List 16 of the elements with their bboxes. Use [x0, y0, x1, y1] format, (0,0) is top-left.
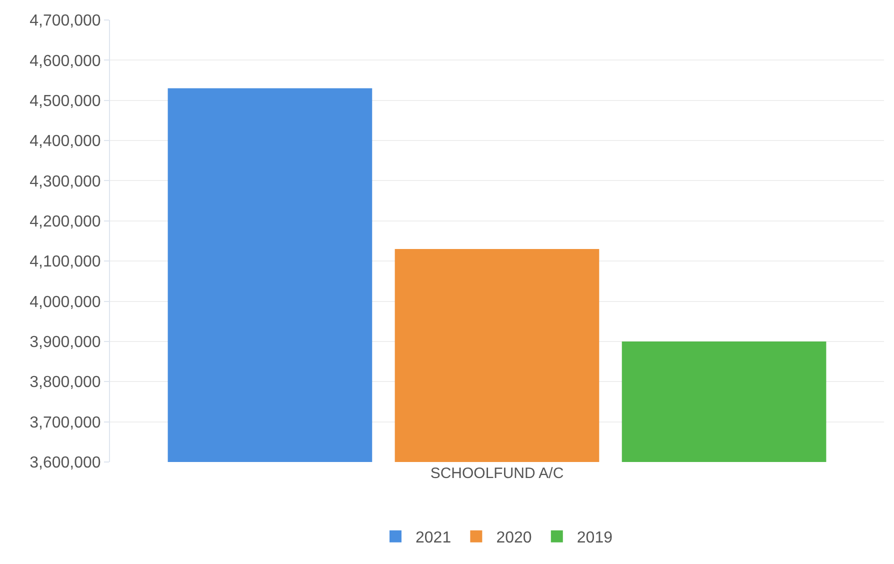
y-tick-label: 4,100,000: [30, 254, 101, 271]
legend-label: 2019: [576, 530, 613, 547]
legend-label: 2020: [496, 530, 532, 547]
y-tick-label: 4,200,000: [30, 214, 101, 231]
y-tick-label: 4,300,000: [30, 173, 101, 190]
y-tick-label: 4,400,000: [30, 133, 101, 150]
y-tick-label: 4,600,000: [30, 52, 101, 70]
y-tick-label: 3,900,000: [30, 334, 101, 352]
y-tick-label: 3,700,000: [30, 414, 101, 432]
legend-label: 2021: [416, 530, 452, 547]
y-tick-label: 3,800,000: [30, 374, 101, 392]
y-tick-label: 4,500,000: [30, 92, 101, 110]
y-tick-label: 3,600,000: [30, 454, 101, 472]
y-tick-label: 4,700,000: [30, 12, 101, 30]
x-tick-label: SCHOOLFUND A/C: [430, 465, 564, 482]
y-tick-label: 4,000,000: [30, 294, 101, 311]
